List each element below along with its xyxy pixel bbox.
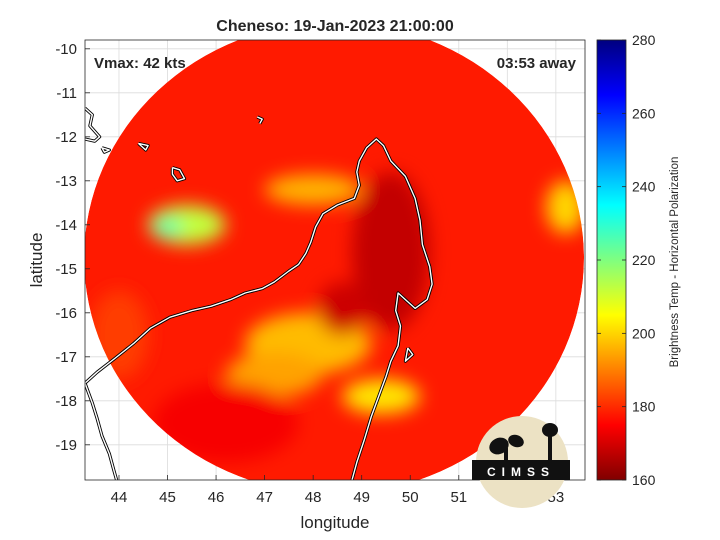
coastline-line <box>404 347 414 362</box>
brightness-blob <box>342 378 420 414</box>
x-tick-label: 45 <box>159 489 176 506</box>
coastline-line <box>85 107 101 142</box>
coastline-line <box>257 116 263 124</box>
brightness-blob <box>264 174 362 206</box>
logo-dish-1 <box>489 437 509 455</box>
x-axis-label: longitude <box>300 513 369 532</box>
coastline-line <box>85 138 433 480</box>
y-tick-label: -17 <box>55 349 77 366</box>
plot-frame <box>84 39 586 481</box>
brightness-blob <box>318 282 367 335</box>
colorbar-tick-label: 180 <box>632 399 656 415</box>
colorbar-tick-label: 240 <box>632 179 656 195</box>
brightness-features <box>89 172 584 463</box>
y-tick-label: -12 <box>55 129 77 146</box>
x-tick-label: 49 <box>353 489 370 506</box>
y-tick-label: -19 <box>55 437 77 454</box>
logo-text: CIMSS <box>487 465 555 479</box>
x-tick-label: 51 <box>450 489 467 506</box>
chart-title: Cheneso: 19-Jan-2023 21:00:00 <box>216 18 454 35</box>
logo-base <box>472 460 570 480</box>
satellite-disc <box>85 40 584 480</box>
y-tick-label: -15 <box>55 261 77 278</box>
y-tick-label: -13 <box>55 173 77 190</box>
logo-dish-stand <box>504 448 508 460</box>
x-tick-label: 48 <box>305 489 322 506</box>
colorbar-tick-label: 220 <box>632 252 656 268</box>
coastline <box>85 107 434 480</box>
logo-dish-2 <box>508 434 524 448</box>
coastline-line <box>137 142 149 151</box>
x-tick-label: 47 <box>256 489 273 506</box>
x-tick-label: 50 <box>402 489 419 506</box>
y-tick-label: -10 <box>55 41 77 58</box>
x-tick-label: 46 <box>208 489 225 506</box>
y-axis-label: latitude <box>27 233 46 288</box>
y-axis-ticks: -10 -11 -12 -13 -14 -15 -16 -17 -18 -19 <box>55 41 90 454</box>
brightness-blob <box>152 383 299 463</box>
coastline-line <box>85 382 118 480</box>
colorbar-tick-label: 200 <box>632 325 656 341</box>
brightness-blob <box>225 352 323 397</box>
y-tick-label: -18 <box>55 393 77 410</box>
y-tick-label: -16 <box>55 305 77 322</box>
logo-tower-tank <box>542 423 558 437</box>
colorbar <box>596 39 627 481</box>
brightness-blob <box>351 172 430 331</box>
coastline-line <box>171 166 186 182</box>
logo-tower-leg <box>548 432 552 462</box>
y-tick-label: -14 <box>55 217 77 234</box>
cimss-logo: CIMSS <box>472 416 570 508</box>
colorbar-ticks: 160 180 200 220 240 260 280 <box>597 32 656 488</box>
colorbar-tick-label: 260 <box>632 105 656 121</box>
colorbar-label: Brightness Temp - Horizontal Polarizatio… <box>669 157 681 368</box>
time-away-annotation: 03:53 away <box>497 55 577 72</box>
x-tick-label: 44 <box>111 489 128 506</box>
colorbar-tick-label: 280 <box>632 32 656 48</box>
y-tick-label: -11 <box>56 85 77 102</box>
vmax-annotation: Vmax: 42 kts <box>94 55 186 72</box>
brightness-blob <box>152 218 183 236</box>
colorbar-tick-label: 160 <box>632 472 656 488</box>
coastline-line <box>101 147 111 153</box>
